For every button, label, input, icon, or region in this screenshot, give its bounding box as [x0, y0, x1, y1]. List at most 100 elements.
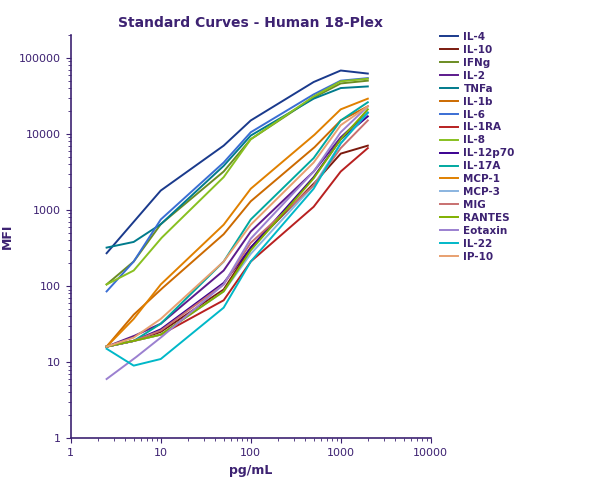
IFNg: [103, 281, 110, 287]
Line: IP-10: IP-10: [107, 107, 368, 347]
IL-1RA: [103, 344, 110, 350]
IL-10: [103, 344, 110, 350]
Line: IL-17A: IL-17A: [107, 102, 368, 347]
IL-4: [263, 108, 270, 114]
IL-22: [364, 110, 371, 116]
MCP-3: [258, 240, 265, 246]
IL-22: [340, 136, 348, 142]
IL-1b: [258, 189, 266, 195]
IL-12p70: [364, 114, 371, 120]
IL-17A: [340, 116, 347, 122]
Legend: IL-4, IL-10, IFNg, IL-2, TNFa, IL-1b, IL-6, IL-1RA, IL-8, IL-12p70, IL-17A, MCP-: IL-4, IL-10, IFNg, IL-2, TNFa, IL-1b, IL…: [440, 32, 515, 261]
Title: Standard Curves - Human 18-Plex: Standard Curves - Human 18-Plex: [118, 15, 384, 29]
Eotaxin: [340, 127, 347, 133]
IP-10: [323, 141, 330, 147]
MCP-1: [103, 344, 110, 350]
IL-1b: [323, 132, 330, 138]
IL-10: [258, 233, 266, 239]
IL-12p70: [340, 134, 347, 140]
IL-8: [258, 128, 266, 134]
RANTES: [258, 235, 266, 241]
IL-4: [258, 111, 266, 117]
MCP-3: [104, 344, 111, 350]
IL-6: [340, 78, 347, 84]
IL-6: [323, 85, 330, 91]
IL-4: [337, 68, 345, 74]
IL-8: [323, 86, 330, 92]
MIG: [263, 226, 270, 232]
IL-6: [263, 120, 270, 126]
IL-22: [130, 363, 137, 369]
IP-10: [340, 121, 347, 126]
IL-4: [103, 250, 110, 256]
IFNg: [364, 78, 371, 84]
IL-2: [258, 218, 266, 224]
IL-4: [258, 111, 265, 117]
IL-2: [364, 110, 371, 116]
RANTES: [104, 344, 111, 350]
MIG: [364, 118, 371, 124]
IFNg: [104, 281, 111, 287]
IL-1RA: [340, 166, 347, 172]
MIG: [103, 344, 110, 350]
Line: Eotaxin: Eotaxin: [107, 107, 368, 379]
Line: IL-1RA: IL-1RA: [107, 148, 368, 347]
IL-17A: [364, 99, 371, 105]
IL-8: [258, 129, 265, 135]
IL-2: [263, 214, 270, 220]
IL-8: [364, 76, 371, 82]
IL-6: [103, 288, 110, 294]
IL-1RA: [258, 249, 266, 254]
IL-2: [323, 152, 330, 158]
IL-1RA: [323, 187, 330, 193]
IFNg: [340, 80, 347, 86]
RANTES: [323, 156, 330, 162]
IL-6: [258, 123, 266, 128]
TNFa: [323, 91, 330, 97]
Line: MCP-3: MCP-3: [107, 113, 368, 347]
IL-10: [323, 166, 330, 172]
IL-12p70: [323, 156, 330, 162]
IL-1RA: [364, 145, 371, 151]
MCP-3: [364, 110, 371, 116]
IP-10: [258, 211, 266, 217]
MCP-1: [263, 172, 270, 178]
Eotaxin: [258, 225, 265, 231]
TNFa: [364, 84, 371, 90]
IL-22: [260, 245, 267, 250]
IL-8: [103, 281, 110, 287]
Eotaxin: [364, 104, 371, 110]
IFNg: [263, 126, 270, 132]
Line: IL-12p70: IL-12p70: [107, 117, 368, 347]
MCP-1: [340, 105, 347, 111]
IL-22: [104, 346, 111, 352]
IL-1RA: [104, 344, 111, 350]
TNFa: [103, 245, 110, 250]
IL-10: [258, 234, 265, 240]
MCP-3: [340, 137, 347, 143]
IL-10: [364, 142, 371, 148]
MCP-3: [103, 344, 110, 350]
IFNg: [258, 129, 265, 135]
Line: IL-6: IL-6: [107, 78, 368, 291]
IL-22: [264, 240, 271, 246]
MCP-1: [364, 96, 371, 102]
IL-17A: [258, 205, 266, 211]
IL-10: [340, 150, 347, 156]
IL-22: [258, 246, 266, 251]
Y-axis label: MFI: MFI: [1, 224, 14, 249]
IFNg: [258, 128, 266, 134]
RANTES: [103, 344, 110, 350]
IL-1RA: [258, 249, 265, 255]
Line: IL-22: IL-22: [107, 113, 368, 366]
Eotaxin: [263, 219, 270, 225]
IL-22: [324, 162, 331, 168]
IL-12p70: [263, 227, 270, 233]
MCP-1: [323, 120, 330, 126]
MCP-1: [258, 177, 265, 183]
IP-10: [263, 206, 270, 212]
MIG: [323, 164, 330, 170]
MCP-1: [258, 176, 266, 182]
IL-4: [364, 71, 371, 77]
MCP-1: [104, 343, 111, 349]
